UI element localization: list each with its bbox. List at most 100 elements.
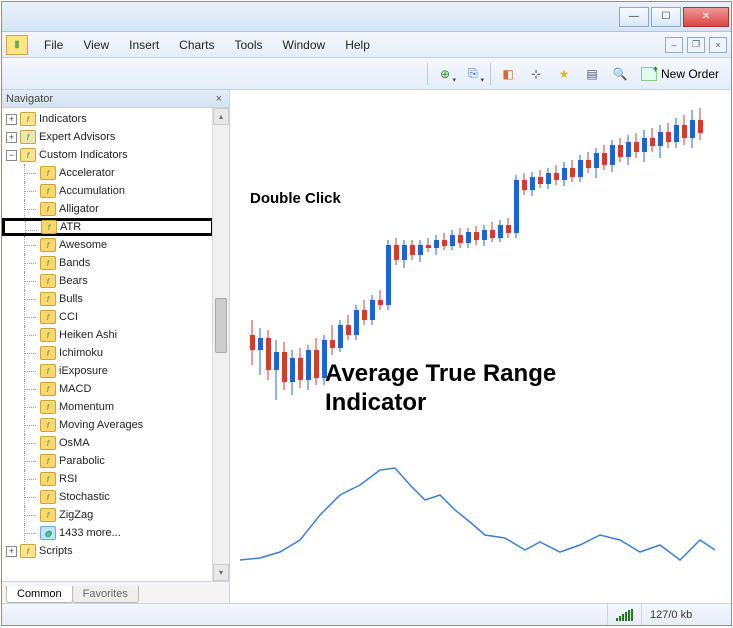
menu-file[interactable]: File bbox=[34, 35, 73, 55]
navigator-button[interactable]: ⊹ bbox=[523, 62, 549, 86]
mdi-minimize-button[interactable]: – bbox=[665, 37, 683, 53]
annotation-double-click: Double Click bbox=[250, 190, 341, 207]
navigator-tree[interactable]: +fIndicators+fExpert Advisors−fCustom In… bbox=[2, 108, 212, 581]
strategy-tester-button[interactable]: ▤ bbox=[579, 62, 605, 86]
navigator-close-icon[interactable]: × bbox=[213, 93, 225, 105]
scroll-thumb[interactable] bbox=[215, 298, 227, 353]
tree-item-1433-more-[interactable]: ◍1433 more... bbox=[4, 524, 212, 542]
tree-label: Stochastic bbox=[59, 491, 110, 503]
tree-item-ichimoku[interactable]: fIchimoku bbox=[4, 344, 212, 362]
toolbar-separator bbox=[490, 63, 491, 85]
signal-bars-icon bbox=[616, 609, 633, 621]
tree-item-cci[interactable]: fCCI bbox=[4, 308, 212, 326]
tree-item-atr[interactable]: fATR bbox=[2, 218, 212, 236]
tree-label: Moving Averages bbox=[59, 419, 143, 431]
maximize-button[interactable]: ☐ bbox=[651, 7, 681, 27]
status-connection bbox=[607, 604, 641, 625]
tree-item-rsi[interactable]: fRSI bbox=[4, 470, 212, 488]
annotation-title: Average True Range Indicator bbox=[325, 360, 556, 418]
tree-root-scripts[interactable]: +fScripts bbox=[4, 542, 212, 560]
tree-item-moving-averages[interactable]: fMoving Averages bbox=[4, 416, 212, 434]
expand-icon[interactable]: + bbox=[6, 114, 17, 125]
tree-item-momentum[interactable]: fMomentum bbox=[4, 398, 212, 416]
mdi-close-button[interactable]: × bbox=[709, 37, 727, 53]
tree-root-expert-advisors[interactable]: +fExpert Advisors bbox=[4, 128, 212, 146]
tree-item-awesome[interactable]: fAwesome bbox=[4, 236, 212, 254]
tab-favorites[interactable]: Favorites bbox=[72, 586, 139, 603]
indicator-icon: f bbox=[40, 346, 56, 360]
menu-charts[interactable]: Charts bbox=[169, 35, 224, 55]
indicator-icon: f bbox=[41, 220, 57, 234]
tree-item-accelerator[interactable]: fAccelerator bbox=[4, 164, 212, 182]
tree-item-bears[interactable]: fBears bbox=[4, 272, 212, 290]
tree-label: MACD bbox=[59, 383, 91, 395]
indicator-icon: f bbox=[40, 202, 56, 216]
chart-area[interactable]: Double Click Average True Range Indicato… bbox=[230, 90, 731, 603]
tree-item-zigzag[interactable]: fZigZag bbox=[4, 506, 212, 524]
scroll-icon: f bbox=[20, 544, 36, 558]
tree-label: Indicators bbox=[39, 113, 87, 125]
tree-label: Accumulation bbox=[59, 185, 125, 197]
scroll-down-button[interactable]: ▾ bbox=[213, 564, 229, 581]
mdi-restore-button[interactable]: ❐ bbox=[687, 37, 705, 53]
tree-item-osma[interactable]: fOsMA bbox=[4, 434, 212, 452]
indicator-icon: f bbox=[40, 508, 56, 522]
tree-label: iExposure bbox=[59, 365, 108, 377]
folder-icon: f bbox=[20, 148, 36, 162]
menu-tools[interactable]: Tools bbox=[225, 35, 273, 55]
tree-item-alligator[interactable]: fAlligator bbox=[4, 200, 212, 218]
tree-root-custom-indicators[interactable]: −fCustom Indicators bbox=[4, 146, 212, 164]
tree-root-indicators[interactable]: +fIndicators bbox=[4, 110, 212, 128]
indicator-icon: f bbox=[40, 400, 56, 414]
tree-label: Expert Advisors bbox=[39, 131, 115, 143]
profiles-button[interactable]: ⎘ bbox=[460, 62, 486, 86]
indicator-icon: f bbox=[40, 418, 56, 432]
tree-label: Ichimoku bbox=[59, 347, 103, 359]
titlebar: — ☐ ✕ bbox=[2, 2, 731, 32]
tree-label: RSI bbox=[59, 473, 77, 485]
market-watch-button[interactable]: ◧ bbox=[495, 62, 521, 86]
menu-window[interactable]: Window bbox=[273, 35, 336, 55]
tree-label: Accelerator bbox=[59, 167, 115, 179]
minimize-button[interactable]: — bbox=[619, 7, 649, 27]
terminal-button[interactable]: ★ bbox=[551, 62, 577, 86]
indicator-icon: f bbox=[40, 472, 56, 486]
toolbar-separator bbox=[427, 63, 428, 85]
indicator-icon: f bbox=[40, 292, 56, 306]
tree-item-parabolic[interactable]: fParabolic bbox=[4, 452, 212, 470]
annotation-title-line2: Indicator bbox=[325, 389, 426, 416]
menu-view[interactable]: View bbox=[73, 35, 119, 55]
tab-common[interactable]: Common bbox=[6, 586, 73, 603]
tree-item-macd[interactable]: fMACD bbox=[4, 380, 212, 398]
indicator-icon: f bbox=[40, 184, 56, 198]
tree-label: Bands bbox=[59, 257, 90, 269]
tree-item-bulls[interactable]: fBulls bbox=[4, 290, 212, 308]
menu-insert[interactable]: Insert bbox=[119, 35, 169, 55]
toolbar: ⊕ ⎘ ◧ ⊹ ★ ▤ 🔍 New Order bbox=[2, 58, 731, 90]
status-traffic: 127/0 kb bbox=[641, 604, 731, 625]
menu-help[interactable]: Help bbox=[335, 35, 380, 55]
tree-item-bands[interactable]: fBands bbox=[4, 254, 212, 272]
close-button[interactable]: ✕ bbox=[683, 7, 729, 27]
tree-label: OsMA bbox=[59, 437, 90, 449]
tree-item-iexposure[interactable]: fiExposure bbox=[4, 362, 212, 380]
scroll-up-button[interactable]: ▴ bbox=[213, 108, 229, 125]
app-logo-icon: ▮ bbox=[6, 35, 28, 55]
new-order-button[interactable]: New Order bbox=[635, 62, 725, 86]
data-window-button[interactable]: 🔍 bbox=[607, 62, 633, 86]
tree-label: Parabolic bbox=[59, 455, 105, 467]
tree-label: Alligator bbox=[59, 203, 99, 215]
tree-item-stochastic[interactable]: fStochastic bbox=[4, 488, 212, 506]
tree-scrollbar[interactable]: ▴ ▾ bbox=[212, 108, 229, 581]
indicator-icon: f bbox=[40, 328, 56, 342]
indicator-icon: f bbox=[40, 166, 56, 180]
indicator-icon: f bbox=[40, 274, 56, 288]
new-chart-button[interactable]: ⊕ bbox=[432, 62, 458, 86]
indicator-icon: f bbox=[40, 436, 56, 450]
expand-icon[interactable]: − bbox=[6, 150, 17, 161]
navigator-panel: Navigator × +fIndicators+fExpert Advisor… bbox=[2, 90, 230, 603]
tree-item-accumulation[interactable]: fAccumulation bbox=[4, 182, 212, 200]
expand-icon[interactable]: + bbox=[6, 546, 17, 557]
tree-item-heiken-ashi[interactable]: fHeiken Ashi bbox=[4, 326, 212, 344]
expand-icon[interactable]: + bbox=[6, 132, 17, 143]
